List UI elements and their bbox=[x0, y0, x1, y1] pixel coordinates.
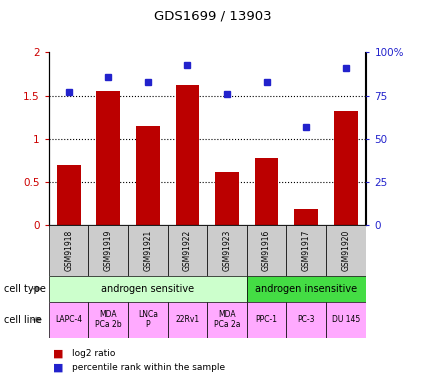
Text: androgen insensitive: androgen insensitive bbox=[255, 284, 357, 294]
Bar bbox=[49, 276, 247, 302]
Bar bbox=[247, 276, 366, 302]
Bar bbox=[247, 302, 286, 338]
Text: percentile rank within the sample: percentile rank within the sample bbox=[72, 363, 225, 372]
Text: LAPC-4: LAPC-4 bbox=[55, 315, 82, 324]
Text: GSM91916: GSM91916 bbox=[262, 230, 271, 271]
Bar bbox=[215, 171, 239, 225]
Bar bbox=[57, 165, 80, 225]
Text: 22Rv1: 22Rv1 bbox=[176, 315, 199, 324]
Text: GSM91919: GSM91919 bbox=[104, 230, 113, 271]
Text: MDA
PCa 2a: MDA PCa 2a bbox=[214, 310, 240, 329]
Bar bbox=[49, 225, 88, 276]
Text: cell line: cell line bbox=[4, 315, 42, 325]
Bar bbox=[247, 225, 286, 276]
Text: DU 145: DU 145 bbox=[332, 315, 360, 324]
Bar bbox=[96, 91, 120, 225]
Bar bbox=[136, 126, 160, 225]
Text: log2 ratio: log2 ratio bbox=[72, 349, 116, 358]
Bar bbox=[334, 111, 357, 225]
Text: MDA
PCa 2b: MDA PCa 2b bbox=[95, 310, 122, 329]
Bar bbox=[128, 302, 167, 338]
Bar bbox=[207, 302, 247, 338]
Bar bbox=[294, 210, 318, 225]
Bar bbox=[326, 225, 366, 276]
Bar bbox=[88, 225, 128, 276]
Bar bbox=[167, 225, 207, 276]
Bar bbox=[128, 225, 167, 276]
Text: androgen sensitive: androgen sensitive bbox=[101, 284, 194, 294]
Text: GSM91921: GSM91921 bbox=[143, 230, 152, 271]
Text: LNCa
P: LNCa P bbox=[138, 310, 158, 329]
Text: GSM91918: GSM91918 bbox=[64, 230, 73, 271]
Text: GSM91917: GSM91917 bbox=[302, 230, 311, 271]
Bar bbox=[326, 302, 366, 338]
Bar bbox=[176, 85, 199, 225]
Text: ■: ■ bbox=[53, 363, 64, 372]
Bar bbox=[286, 225, 326, 276]
Bar bbox=[49, 302, 88, 338]
Text: PC-3: PC-3 bbox=[298, 315, 315, 324]
Text: PPC-1: PPC-1 bbox=[255, 315, 278, 324]
Bar bbox=[286, 302, 326, 338]
Text: ■: ■ bbox=[53, 349, 64, 358]
Bar bbox=[207, 225, 247, 276]
Text: cell type: cell type bbox=[4, 284, 46, 294]
Text: GSM91922: GSM91922 bbox=[183, 230, 192, 271]
Bar bbox=[88, 302, 128, 338]
Text: GSM91923: GSM91923 bbox=[222, 230, 232, 271]
Bar bbox=[255, 158, 278, 225]
Bar bbox=[167, 302, 207, 338]
Text: GSM91920: GSM91920 bbox=[341, 230, 350, 271]
Text: GDS1699 / 13903: GDS1699 / 13903 bbox=[154, 9, 271, 22]
